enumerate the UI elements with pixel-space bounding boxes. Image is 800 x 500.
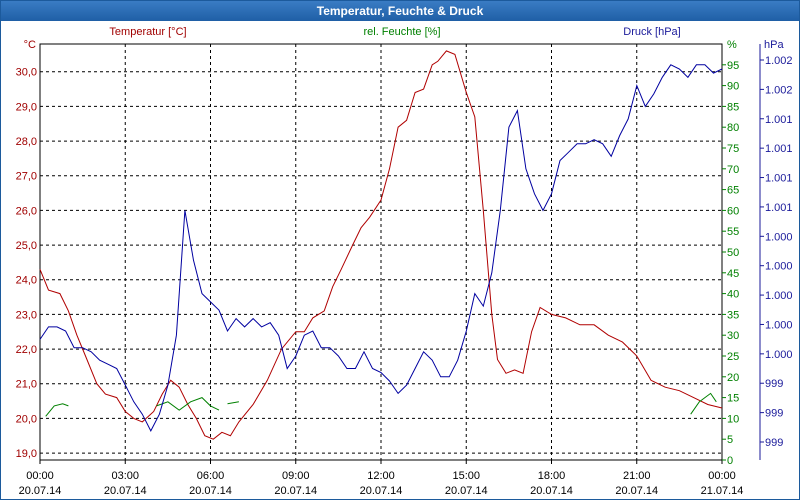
humidity-tick-label: 5 xyxy=(727,434,733,446)
temperature-series-line xyxy=(39,50,723,440)
x-tick-date: 20.07.14 xyxy=(19,485,62,497)
temperature-tick-label: 28,0 xyxy=(16,136,37,148)
temperature-unit-label: °C xyxy=(24,39,36,51)
pressure-tick-label: 1.000 xyxy=(765,290,793,302)
temperature-tick-label: 22,0 xyxy=(16,344,37,356)
humidity-unit-label: % xyxy=(727,39,737,51)
x-tick-date: 21.07.14 xyxy=(701,485,744,497)
humidity-series-line xyxy=(45,403,69,417)
humidity-tick-label: 30 xyxy=(727,330,739,342)
x-tick-time: 21:00 xyxy=(623,470,651,482)
pressure-series-line xyxy=(39,64,723,432)
x-tick-time: 03:00 xyxy=(111,470,139,482)
pressure-axis-title: Druck [hPa] xyxy=(623,26,680,38)
humidity-series-line xyxy=(156,397,220,411)
pressure-unit-label: hPa xyxy=(764,39,784,51)
temperature-tick-label: 25,0 xyxy=(16,240,37,252)
temperature-tick-label: 19,0 xyxy=(16,448,37,460)
pressure-tick-label: 1.002 xyxy=(765,55,793,67)
pressure-tick-label: 1.001 xyxy=(765,173,793,185)
x-tick-time: 15:00 xyxy=(452,470,480,482)
humidity-tick-label: 25 xyxy=(727,351,739,363)
temperature-tick-label: 21,0 xyxy=(16,379,37,391)
pressure-tick-label: 1.001 xyxy=(765,202,793,214)
pressure-tick-label: 1.002 xyxy=(765,84,793,96)
x-tick-date: 20.07.14 xyxy=(615,485,658,497)
humidity-tick-label: 75 xyxy=(727,143,739,155)
temperature-tick-label: 24,0 xyxy=(16,275,37,287)
humidity-tick-label: 60 xyxy=(727,205,739,217)
humidity-tick-label: 80 xyxy=(727,122,739,134)
humidity-tick-label: 15 xyxy=(727,393,739,405)
x-tick-time: 06:00 xyxy=(197,470,225,482)
x-tick-date: 20.07.14 xyxy=(445,485,488,497)
humidity-tick-label: 0 xyxy=(727,455,733,467)
humidity-tick-label: 20 xyxy=(727,372,739,384)
pressure-tick-label: 1.000 xyxy=(765,319,793,331)
temperature-tick-label: 20,0 xyxy=(16,413,37,425)
window-title: Temperatur, Feuchte & Druck xyxy=(1,1,799,21)
pressure-tick-label: 1.000 xyxy=(765,349,793,361)
x-tick-date: 20.07.14 xyxy=(189,485,232,497)
humidity-tick-label: 50 xyxy=(727,247,739,259)
temperature-tick-label: 30,0 xyxy=(16,67,37,79)
x-tick-date: 20.07.14 xyxy=(360,485,403,497)
pressure-tick-label: 999 xyxy=(765,378,783,390)
humidity-axis-title: rel. Feuchte [%] xyxy=(363,26,440,38)
humidity-tick-label: 45 xyxy=(727,268,739,280)
temperature-tick-label: 23,0 xyxy=(16,309,37,321)
humidity-tick-label: 70 xyxy=(727,164,739,176)
x-tick-time: 00:00 xyxy=(26,470,54,482)
humidity-series-line xyxy=(690,392,717,415)
temperature-tick-label: 27,0 xyxy=(16,171,37,183)
x-tick-time: 18:00 xyxy=(538,470,566,482)
humidity-tick-label: 65 xyxy=(727,185,739,197)
humidity-tick-label: 55 xyxy=(727,226,739,238)
humidity-tick-label: 10 xyxy=(727,413,739,425)
x-tick-date: 20.07.14 xyxy=(274,485,317,497)
temperature-axis-title: Temperatur [°C] xyxy=(109,26,186,38)
pressure-tick-label: 999 xyxy=(765,408,783,420)
humidity-tick-label: 40 xyxy=(727,289,739,301)
x-tick-time: 09:00 xyxy=(282,470,310,482)
pressure-tick-label: 1.000 xyxy=(765,261,793,273)
x-tick-date: 20.07.14 xyxy=(104,485,147,497)
pressure-tick-label: 1.000 xyxy=(765,231,793,243)
temperature-tick-label: 29,0 xyxy=(16,101,37,113)
x-tick-time: 12:00 xyxy=(367,470,395,482)
humidity-tick-label: 85 xyxy=(727,101,739,113)
humidity-tick-label: 35 xyxy=(727,309,739,321)
pressure-tick-label: 999 xyxy=(765,437,783,449)
humidity-series-line xyxy=(227,401,239,405)
humidity-tick-label: 90 xyxy=(727,81,739,93)
x-tick-time: 00:00 xyxy=(708,470,736,482)
x-tick-date: 20.07.14 xyxy=(530,485,573,497)
humidity-tick-label: 95 xyxy=(727,60,739,72)
pressure-tick-label: 1.001 xyxy=(765,143,793,155)
temperature-tick-label: 26,0 xyxy=(16,205,37,217)
pressure-tick-label: 1.001 xyxy=(765,114,793,126)
